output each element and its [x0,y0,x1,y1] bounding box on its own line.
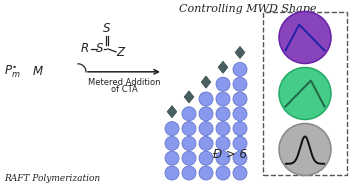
Circle shape [279,12,331,64]
Circle shape [199,92,213,106]
FancyBboxPatch shape [263,12,347,175]
Circle shape [216,166,230,180]
Circle shape [182,122,196,136]
Circle shape [233,107,247,121]
Circle shape [165,136,179,150]
Polygon shape [201,76,211,88]
Text: Metered Addition: Metered Addition [88,78,160,87]
Circle shape [216,122,230,136]
Circle shape [233,166,247,180]
Circle shape [216,151,230,165]
Circle shape [216,136,230,150]
Text: S: S [103,22,111,35]
Text: R: R [81,42,89,55]
Circle shape [199,107,213,121]
Circle shape [182,107,196,121]
Text: Z: Z [116,46,124,59]
Circle shape [199,151,213,165]
Polygon shape [167,106,177,118]
Circle shape [182,166,196,180]
Text: $M$: $M$ [32,65,44,78]
Circle shape [279,67,331,119]
Text: Controlling MWD Shape: Controlling MWD Shape [179,4,316,14]
Polygon shape [218,61,228,73]
Text: RAFT Polymerization: RAFT Polymerization [4,174,100,183]
Polygon shape [184,91,194,103]
Circle shape [216,92,230,106]
Circle shape [233,136,247,150]
Circle shape [233,92,247,106]
Circle shape [216,107,230,121]
Circle shape [233,77,247,91]
Circle shape [182,136,196,150]
Circle shape [216,77,230,91]
Circle shape [279,123,331,176]
Polygon shape [235,46,245,59]
Circle shape [199,122,213,136]
Text: of CTA: of CTA [110,85,137,94]
Circle shape [165,151,179,165]
Text: S: S [96,42,104,55]
Circle shape [233,62,247,76]
Text: $P_m^{\bullet}$: $P_m^{\bullet}$ [4,64,21,80]
Circle shape [199,136,213,150]
Circle shape [165,122,179,136]
Circle shape [233,122,247,136]
Circle shape [165,166,179,180]
Circle shape [199,166,213,180]
Text: Ð > 6: Ð > 6 [213,147,247,160]
Circle shape [182,151,196,165]
Circle shape [233,151,247,165]
